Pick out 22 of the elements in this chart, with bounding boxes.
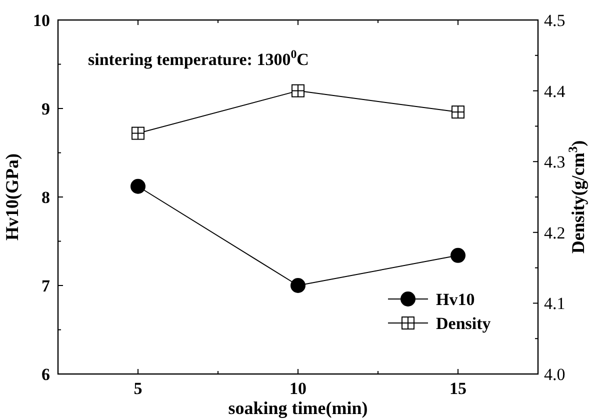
point [290,278,306,293]
y-axis-title: Hv10(GPa) [2,154,22,240]
x-tick-label: 15 [450,379,466,398]
y2-tick-label: 4.5 [544,11,566,30]
y-tick-label: 9 [42,100,50,118]
x-axis-title: soaking time(min) [228,398,368,418]
text: 4.0 [544,365,566,384]
y2-tick-label: 4.2 [544,223,566,242]
y2-tick-label: 4.1 [544,294,566,314]
y-tick-label: 8 [42,188,50,207]
y2-tick-label: 4.3 [544,152,566,172]
x-tick-label: 10 [290,379,306,398]
x-tick-label: 5 [134,379,142,398]
y-tick-label: 6 [42,365,50,384]
legend-label: Density [436,314,492,333]
point [450,248,466,263]
y2-tick-label: 4.4 [544,82,566,101]
point [130,178,146,194]
y-tick-label: 7 [42,276,50,296]
legend-label: Hv10 [436,290,475,309]
y-tick-label: 10 [33,11,50,30]
annotation: sintering temperature: 1300$^{0}$C [88,47,309,69]
